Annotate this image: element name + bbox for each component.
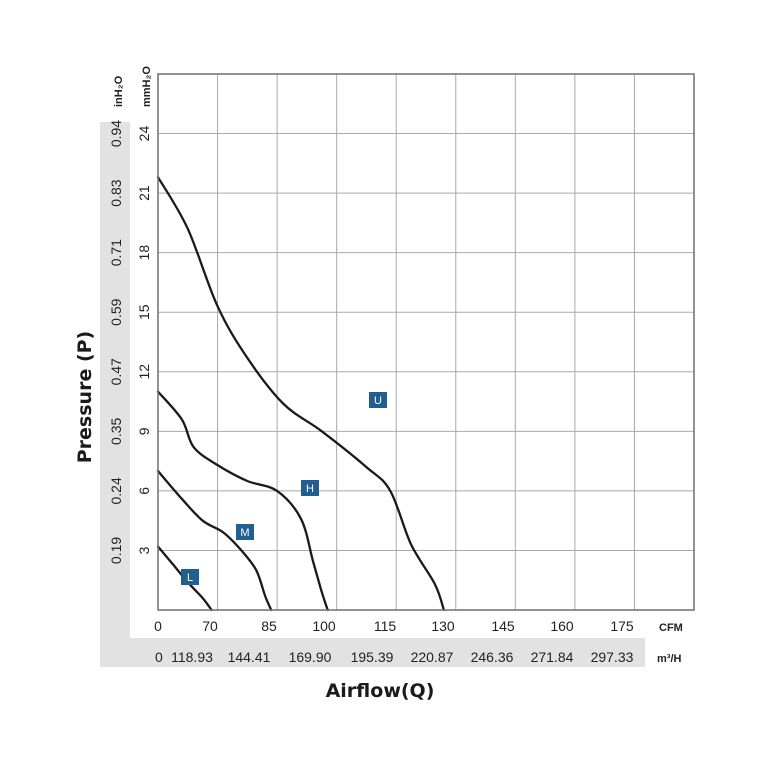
x2-tick-label: 246.36 [471, 649, 514, 665]
y2-tick-label: 0.24 [108, 477, 124, 504]
y-tick-label: 21 [136, 185, 152, 201]
x2-tick-label: 144.41 [228, 649, 271, 665]
x2-tick-label: 297.33 [591, 649, 634, 665]
x2-tick-label: 118.93 [171, 649, 213, 665]
y-tick-label: 15 [136, 304, 152, 320]
y-axis-title: Pressure (P) [74, 331, 96, 464]
x-axis-title: Airflow(Q) [326, 680, 435, 702]
grid [158, 74, 694, 610]
curve-tag-h [301, 480, 319, 496]
x-tick-label: 130 [431, 618, 455, 634]
y-tick-labels: 3 6 9 12 15 18 21 24 [136, 126, 152, 555]
y-tick-label: 9 [136, 427, 152, 435]
x-tick-label: 175 [610, 618, 634, 634]
curve-m [156, 469, 273, 612]
y-tick-label: 18 [136, 245, 152, 261]
y-tick-label: 3 [136, 546, 152, 554]
curve-tag-label: M [240, 527, 249, 539]
x-tick-label: 70 [202, 618, 218, 634]
x-tick-labels: 0 70 85 100 115 130 145 160 175 [154, 618, 634, 634]
y2-unit: inH₂O [113, 75, 125, 107]
y2-tick-labels: 0.19 0.24 0.35 0.47 0.59 0.71 0.83 0.94 [108, 120, 124, 564]
x-tick-label: 85 [261, 618, 277, 634]
curve-tag-l [181, 569, 199, 585]
y-tick-label: 24 [136, 126, 152, 142]
curve-tags: U H M L [181, 392, 387, 585]
x-unit: CFM [659, 622, 683, 634]
x-tick-label: 160 [550, 618, 574, 634]
y-tick-label: 12 [136, 364, 152, 380]
y2-tick-label: 0.59 [108, 298, 124, 325]
curve-tag-m [236, 524, 254, 540]
y2-tick-label: 0.71 [108, 239, 124, 266]
x2-tick-label: 271.84 [531, 649, 574, 665]
curve-tag-label: L [187, 572, 193, 584]
curve-h [156, 390, 329, 612]
y2-tick-label: 0.94 [108, 120, 124, 147]
x-tick-label: 145 [491, 618, 515, 634]
x-tick-label: 0 [154, 618, 162, 634]
y2-tick-label: 0.47 [108, 358, 124, 385]
curves [156, 176, 446, 612]
curve-u [156, 176, 446, 612]
y2-tick-label: 0.35 [108, 417, 124, 444]
x-tick-label: 100 [312, 618, 336, 634]
x2-tick-label: 169.90 [289, 649, 332, 665]
x2-tick-label: 220.87 [411, 649, 454, 665]
y2-tick-label: 0.83 [108, 179, 124, 206]
curve-tag-u [369, 392, 387, 408]
plot-frame [157, 73, 695, 611]
y-unit: mmH₂O [141, 66, 153, 107]
curve-tag-label: U [374, 395, 382, 407]
y2-tick-label: 0.19 [108, 537, 124, 564]
x2-unit: m³/H [657, 653, 682, 665]
x-tick-label: 115 [374, 618, 397, 634]
curve-tag-label: H [306, 483, 314, 495]
m3h-band [100, 638, 645, 667]
inh2o-band [100, 122, 130, 667]
x2-tick-label: 0 [155, 649, 163, 665]
x2-tick-labels: 0 118.93 144.41 169.90 195.39 220.87 246.36 271… [155, 649, 634, 665]
y-tick-label: 6 [136, 487, 152, 495]
x2-tick-label: 195.39 [351, 649, 394, 665]
